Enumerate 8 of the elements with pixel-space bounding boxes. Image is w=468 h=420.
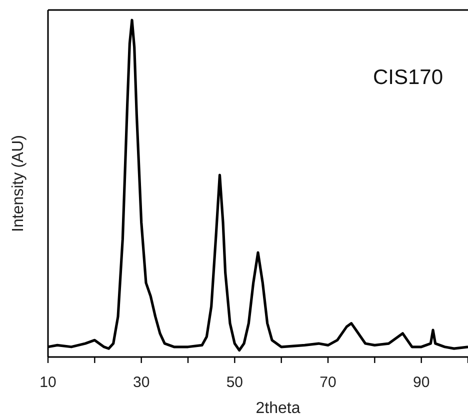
y-axis-title: Intensity (AU)	[10, 135, 27, 232]
x-axis-title: 2theta	[256, 400, 300, 417]
x-tick-label: 30	[132, 374, 150, 391]
annotation: CIS170	[372, 66, 444, 89]
x-tick-label: 90	[412, 374, 430, 391]
x-tick-label: 10	[40, 374, 56, 391]
x-tick-label: 50	[226, 374, 244, 391]
x-tick-label: 70	[320, 374, 336, 391]
